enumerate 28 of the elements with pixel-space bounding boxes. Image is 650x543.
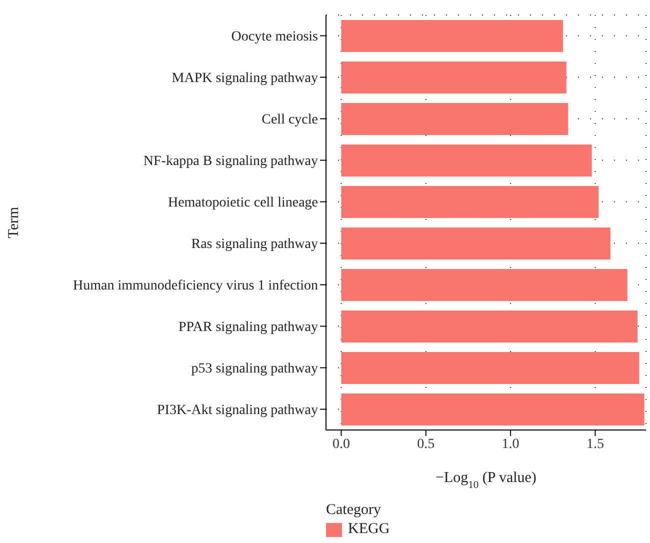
x-tick-label: 1.0 (502, 436, 520, 452)
y-axis-title: Term (6, 206, 22, 238)
y-tick-label: MAPK signaling pathway (172, 71, 318, 86)
bar (341, 268, 628, 301)
y-tick-label: Human immunodeficiency virus 1 infection (73, 278, 318, 294)
legend-label: KEGG (348, 521, 390, 538)
bar (341, 393, 644, 426)
bar (341, 310, 638, 342)
bar (341, 352, 640, 384)
y-tick-label: NF-kappa B signaling pathway (143, 154, 318, 170)
bar (341, 102, 568, 135)
x-tick-label: 0.0 (332, 436, 350, 452)
bar (341, 144, 592, 176)
y-tick-label: Ras signaling pathway (191, 237, 318, 252)
bar (341, 186, 599, 218)
x-tick-label: 0.5 (417, 436, 435, 452)
y-tick-label: PPAR signaling pathway (178, 320, 318, 336)
legend-title: Category (326, 502, 382, 519)
y-tick-label: Hematopoietic cell lineage (168, 196, 318, 211)
bar (341, 61, 566, 94)
x-tick-label: 1.5 (586, 436, 604, 452)
y-tick-label: PI3K-Akt signaling pathway (157, 403, 318, 418)
x-axis-title: −Log$_{10}$ (P value) (436, 470, 536, 490)
bar (341, 227, 610, 260)
y-tick-label: p53 signaling pathway (191, 362, 318, 377)
y-tick-label: Cell cycle (262, 112, 318, 128)
y-tick-label: Oocyte meiosis (231, 30, 318, 45)
bar (341, 20, 564, 52)
